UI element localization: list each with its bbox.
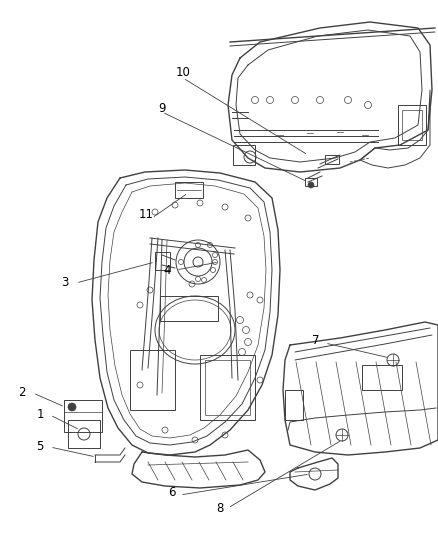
- Text: 5: 5: [36, 440, 44, 454]
- Bar: [398, 105, 426, 145]
- Bar: [305, 178, 317, 186]
- Text: 2: 2: [18, 386, 26, 400]
- Bar: [175, 182, 203, 198]
- Bar: [130, 350, 175, 410]
- Text: 9: 9: [158, 101, 166, 115]
- Circle shape: [68, 403, 76, 411]
- Text: 7: 7: [312, 334, 320, 346]
- Bar: [64, 400, 102, 432]
- Bar: [68, 420, 100, 448]
- Text: 8: 8: [216, 502, 224, 514]
- Bar: [362, 365, 402, 390]
- Text: 11: 11: [138, 208, 153, 222]
- Text: 6: 6: [168, 486, 176, 498]
- Bar: [402, 110, 422, 140]
- Bar: [155, 252, 170, 270]
- Bar: [325, 155, 339, 164]
- Text: 1: 1: [36, 408, 44, 422]
- Bar: [205, 360, 250, 415]
- Circle shape: [308, 182, 314, 188]
- Text: 10: 10: [176, 67, 191, 79]
- Text: 4: 4: [163, 263, 171, 277]
- Text: 3: 3: [61, 277, 69, 289]
- Bar: [285, 390, 303, 420]
- Bar: [233, 145, 255, 165]
- Bar: [200, 355, 255, 420]
- Bar: [160, 296, 218, 321]
